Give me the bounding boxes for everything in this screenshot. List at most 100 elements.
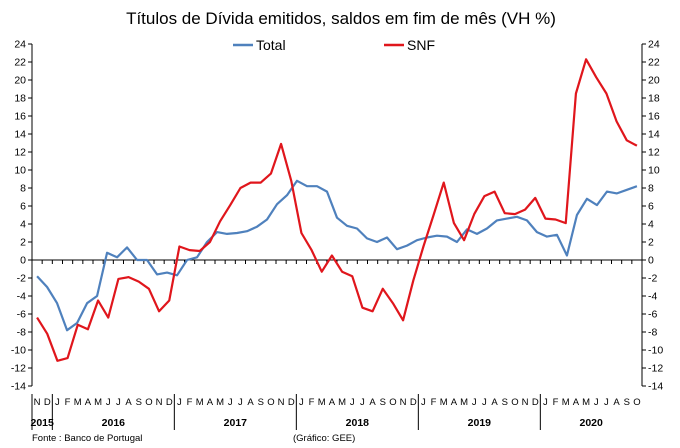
series-line-snf bbox=[36, 58, 638, 362]
y-tick-label-right: -6 bbox=[648, 309, 657, 321]
x-month-label: N bbox=[34, 397, 41, 408]
legend: Total SNF bbox=[233, 37, 435, 53]
x-month-label: D bbox=[44, 397, 51, 408]
x-month-label: D bbox=[410, 397, 417, 408]
y-tick-label-right: 8 bbox=[648, 183, 654, 195]
x-month-label: J bbox=[360, 397, 365, 408]
y-tick-label-left: -4 bbox=[17, 291, 26, 303]
x-month-label: O bbox=[633, 397, 640, 408]
series-lines bbox=[36, 58, 638, 362]
y-tick-label-left: 8 bbox=[20, 183, 26, 195]
x-month-label: N bbox=[400, 397, 407, 408]
x-year-label: 2020 bbox=[579, 417, 603, 429]
x-month-label: D bbox=[166, 397, 173, 408]
x-month-label: J bbox=[604, 397, 609, 408]
x-month-label: M bbox=[582, 397, 590, 408]
y-tick-label-right: 12 bbox=[648, 147, 660, 159]
y-tick-label-right: -10 bbox=[648, 345, 663, 357]
y-tick-label-left: -12 bbox=[11, 363, 26, 375]
x-month-label: D bbox=[288, 397, 295, 408]
x-month-label: F bbox=[431, 397, 437, 408]
y-tick-label-left: -6 bbox=[17, 309, 26, 321]
x-month-label: S bbox=[258, 397, 264, 408]
y-tick-label-right: 6 bbox=[648, 201, 654, 213]
y-tick-label-left: 22 bbox=[14, 57, 26, 69]
y-tick-label-left: 18 bbox=[14, 93, 26, 105]
y-tick-label-right: 22 bbox=[648, 57, 660, 69]
x-year-label: 2017 bbox=[224, 417, 248, 429]
x-month-label: O bbox=[267, 397, 274, 408]
x-month-label: S bbox=[136, 397, 142, 408]
y-tick-label-left: 16 bbox=[14, 111, 26, 123]
x-month-label: M bbox=[216, 397, 224, 408]
x-month-label: M bbox=[196, 397, 204, 408]
y-tick-label-right: 10 bbox=[648, 165, 660, 177]
x-month-label: M bbox=[318, 397, 326, 408]
x-month-label: A bbox=[369, 397, 376, 408]
x-year-label: 2016 bbox=[102, 417, 126, 429]
x-month-label: M bbox=[74, 397, 82, 408]
y-tick-label-left: 2 bbox=[20, 237, 26, 249]
x-month-label: N bbox=[522, 397, 529, 408]
y-tick-label-right: -8 bbox=[648, 327, 657, 339]
x-year-label: 2018 bbox=[346, 417, 370, 429]
chart-note: (Gráfico: GEE) bbox=[293, 433, 355, 444]
y-tick-label-left: 10 bbox=[14, 165, 26, 177]
legend-label-total: Total bbox=[256, 37, 286, 53]
y-tick-label-right: 4 bbox=[648, 219, 654, 231]
y-tick-label-left: 24 bbox=[14, 39, 26, 51]
y-tick-label-left: -2 bbox=[17, 273, 26, 285]
x-month-label: F bbox=[187, 397, 193, 408]
x-month-label: A bbox=[329, 397, 336, 408]
x-month-label: J bbox=[421, 397, 426, 408]
x-month-label: A bbox=[451, 397, 458, 408]
chart-title: Títulos de Dívida emitidos, saldos em fi… bbox=[126, 9, 556, 28]
x-month-label: J bbox=[55, 397, 60, 408]
x-month-label: A bbox=[573, 397, 580, 408]
x-month-label: J bbox=[350, 397, 355, 408]
x-month-label: A bbox=[125, 397, 132, 408]
y-tick-label-left: 20 bbox=[14, 75, 26, 87]
x-month-label: J bbox=[238, 397, 243, 408]
y-tick-label-right: 2 bbox=[648, 237, 654, 249]
x-month-label: M bbox=[562, 397, 570, 408]
y-tick-label-right: -12 bbox=[648, 363, 663, 375]
x-month-label: F bbox=[553, 397, 559, 408]
y-tick-label-right: 0 bbox=[648, 255, 654, 267]
x-year-label: 2015 bbox=[30, 417, 54, 429]
y-tick-label-right: 14 bbox=[648, 129, 660, 141]
x-month-label: A bbox=[491, 397, 498, 408]
y-tick-label-left: 12 bbox=[14, 147, 26, 159]
y-tick-label-left: -14 bbox=[11, 381, 26, 393]
y-tick-label-right: 18 bbox=[648, 93, 660, 105]
x-month-label: J bbox=[177, 397, 182, 408]
x-month-label: O bbox=[145, 397, 152, 408]
series-line-total bbox=[36, 179, 638, 332]
y-tick-label-right: -4 bbox=[648, 291, 657, 303]
x-month-label: J bbox=[482, 397, 487, 408]
y-tick-label-right: -2 bbox=[648, 273, 657, 285]
x-month-label: J bbox=[472, 397, 477, 408]
y-tick-label-right: 20 bbox=[648, 75, 660, 87]
y-tick-label-right: 16 bbox=[648, 111, 660, 123]
x-month-label: N bbox=[156, 397, 163, 408]
x-month-label: J bbox=[228, 397, 233, 408]
x-month-label: S bbox=[624, 397, 630, 408]
x-month-label: M bbox=[460, 397, 468, 408]
y-tick-label-right: -14 bbox=[648, 381, 663, 393]
x-month-label: S bbox=[502, 397, 508, 408]
x-month-label: A bbox=[85, 397, 92, 408]
x-month-label: S bbox=[380, 397, 386, 408]
x-month-label: O bbox=[511, 397, 518, 408]
x-year-label: 2019 bbox=[468, 417, 492, 429]
x-month-label: D bbox=[532, 397, 539, 408]
y-tick-label-right: 24 bbox=[648, 39, 660, 51]
x-month-label: J bbox=[543, 397, 548, 408]
x-month-label: M bbox=[94, 397, 102, 408]
source-note: Fonte : Banco de Portugal bbox=[32, 433, 142, 444]
x-month-label: A bbox=[247, 397, 254, 408]
y-tick-label-left: -10 bbox=[11, 345, 26, 357]
x-month-label: M bbox=[440, 397, 448, 408]
